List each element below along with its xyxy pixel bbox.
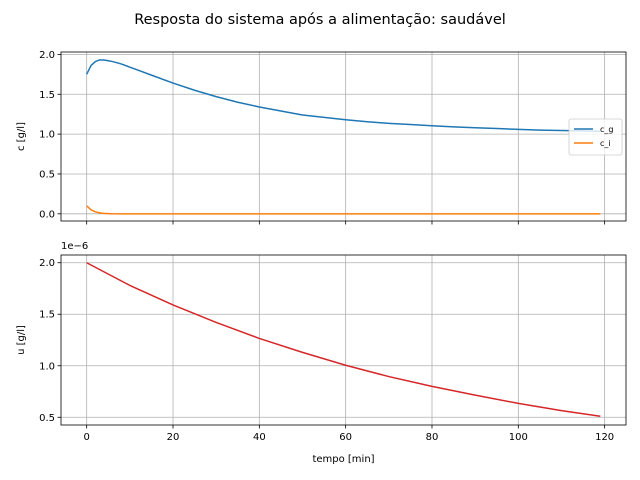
y-tick-label: 2.0 bbox=[39, 50, 55, 61]
x-tick-label: 80 bbox=[426, 432, 439, 443]
x-tick-label: 100 bbox=[509, 432, 528, 443]
legend-label: c_i bbox=[600, 139, 611, 148]
y-axis-label: c [g/l] bbox=[16, 122, 27, 151]
figure-title: Resposta do sistema após a alimentação: … bbox=[134, 12, 506, 28]
series-line-c-i bbox=[86, 205, 601, 215]
y-tick-label: 1.5 bbox=[39, 310, 55, 321]
y-tick-label: 0.5 bbox=[39, 169, 55, 180]
y-offset-text: 1e−6 bbox=[61, 241, 88, 252]
y-tick-label: 2.0 bbox=[39, 258, 55, 269]
x-tick-label: 20 bbox=[167, 432, 180, 443]
legend: c_g c_i bbox=[568, 118, 623, 156]
y-tick-label: 0.5 bbox=[39, 413, 55, 424]
series-line-series-0 bbox=[86, 262, 601, 417]
x-tick-label: 60 bbox=[339, 432, 352, 443]
x-axis-label: tempo [min] bbox=[312, 454, 374, 465]
y-tick-label: 1.0 bbox=[39, 361, 55, 372]
series-line-c-g bbox=[86, 59, 601, 133]
bottom-plot: 0 20 40 60 80 100 120 0.5 1.0 1.5 2.0 u [g/l] tempo … bbox=[16, 241, 627, 465]
y-tick-label: 1.5 bbox=[39, 90, 55, 101]
x-tick-label: 40 bbox=[253, 432, 266, 443]
legend-label: c_g bbox=[600, 125, 613, 134]
x-tick-label: 0 bbox=[83, 432, 89, 443]
axes-frame bbox=[60, 254, 627, 426]
y-tick-label: 1.0 bbox=[39, 130, 55, 141]
axes-frame bbox=[60, 51, 627, 222]
x-tick-label: 120 bbox=[595, 432, 614, 443]
y-tick-label: 0.0 bbox=[39, 209, 55, 220]
top-plot: 0.0 0.5 1.0 1.5 2.0 c [g/l] c_g c_i bbox=[16, 50, 627, 225]
y-axis-label: u [g/l] bbox=[16, 325, 27, 355]
legend-box bbox=[568, 118, 623, 156]
